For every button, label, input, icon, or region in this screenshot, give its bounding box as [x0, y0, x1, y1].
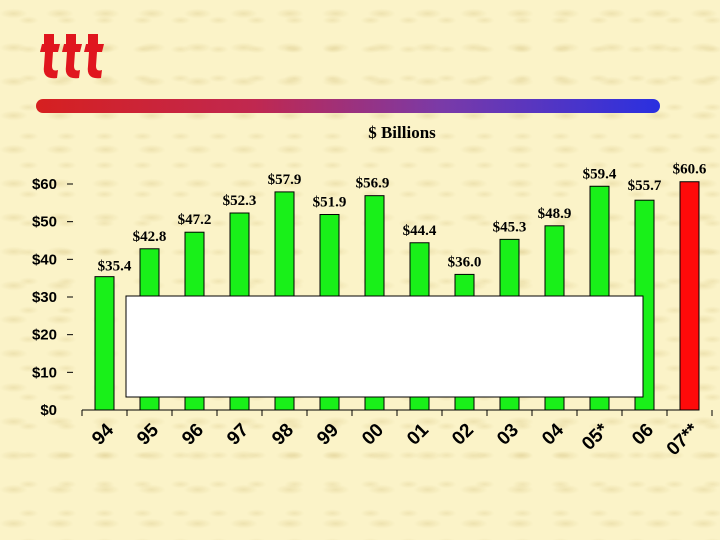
x-tick-label: 07** — [663, 419, 704, 460]
header-divider — [36, 99, 660, 113]
x-tick-label: 04 — [538, 419, 568, 449]
x-tick-label: 05* — [578, 419, 613, 454]
data-label: $59.4 — [583, 166, 617, 182]
data-label: $60.6 — [673, 162, 707, 178]
data-label: $44.4 — [403, 223, 437, 239]
x-tick-label: 97 — [223, 420, 253, 450]
data-label: $48.9 — [538, 206, 572, 222]
x-axis: 94 95 96 97 98 99 00 01 02 03 04 05* 06 07** — [81, 410, 713, 460]
x-tick-label: 02 — [448, 420, 478, 450]
x-tick-label: 00 — [358, 420, 388, 450]
data-label: $36.0 — [448, 254, 482, 270]
bar — [94, 276, 115, 411]
y-tick-label: $60 — [32, 176, 57, 193]
data-label: $35.4 — [98, 259, 132, 275]
bar — [679, 181, 700, 411]
data-label: $57.9 — [268, 172, 302, 188]
data-label: $55.7 — [628, 178, 662, 194]
data-label: $56.9 — [356, 176, 390, 192]
x-tick-label: 03 — [493, 420, 523, 450]
data-label: $42.8 — [133, 229, 167, 245]
x-tick-label: 99 — [313, 420, 343, 450]
x-tick-label: 01 — [403, 419, 433, 449]
x-tick-label: 98 — [268, 420, 298, 450]
data-label: $45.3 — [493, 219, 527, 235]
data-label: $47.2 — [178, 212, 212, 228]
y-tick-label: $0 — [40, 402, 57, 419]
x-tick-label: 94 — [88, 419, 118, 449]
data-label: $52.3 — [223, 193, 257, 209]
y-axis: $0 $10 $20 $30 $40 $50 $60 — [32, 176, 73, 419]
y-tick-label: $40 — [32, 251, 57, 268]
y-tick-label: $20 — [32, 327, 57, 344]
y-tick-label: $50 — [32, 214, 57, 231]
x-tick-label: 95 — [133, 419, 163, 449]
y-tick-label: $30 — [32, 289, 57, 306]
ttt-logo — [40, 34, 104, 79]
overlay-panel — [125, 295, 644, 398]
x-tick-label: 96 — [178, 420, 208, 450]
x-tick-label: 06 — [628, 420, 658, 450]
data-label: $51.9 — [313, 195, 347, 211]
y-tick-label: $10 — [32, 364, 57, 381]
chart-title: $ Billions — [368, 123, 436, 142]
